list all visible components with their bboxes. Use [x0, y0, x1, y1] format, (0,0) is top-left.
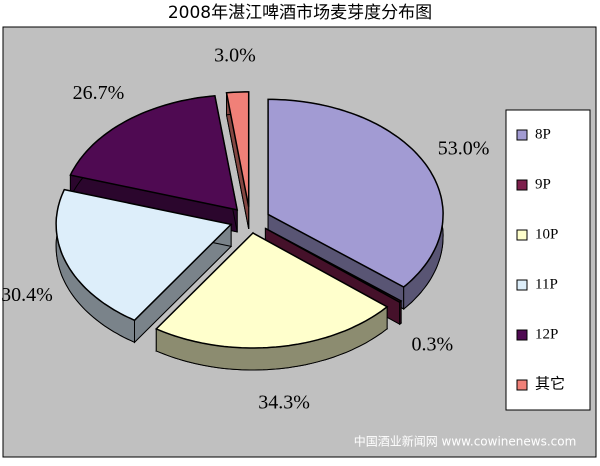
data-label: 0.3% [412, 334, 454, 356]
data-label: 34.3% [258, 391, 310, 413]
legend-swatch [516, 279, 528, 291]
legend-swatch [516, 229, 528, 241]
legend-label: 11P [535, 276, 558, 292]
watermark: 中国酒业新闻网 www.cowinenews.com [354, 434, 577, 449]
slice [55, 188, 233, 322]
slice [154, 232, 389, 349]
legend [505, 109, 591, 411]
slice [267, 98, 444, 288]
data-label: 3.0% [214, 44, 256, 66]
chart-title: 2008年湛江啤酒市场麦芽度分布图 [168, 3, 432, 23]
legend-label: 10P [535, 226, 558, 242]
data-label: 26.7% [73, 82, 125, 104]
legend-swatch [516, 179, 528, 191]
slice [265, 227, 403, 304]
legend-items: 8P 9P 10P 11P 12P 其它 [516, 126, 565, 392]
data-label: 53.0% [438, 137, 490, 159]
slice [225, 91, 250, 208]
legend-label: 12P [535, 326, 558, 342]
legend-swatch [516, 129, 528, 141]
legend-label: 8P [535, 126, 551, 142]
legend-label: 其它 [535, 374, 565, 392]
legend-label: 9P [535, 176, 551, 192]
slice-edge [399, 299, 402, 326]
legend-swatch [516, 379, 528, 391]
pie: 53.0% 0.3% 34.3% 30.4% 26.7% 3.0% [1, 44, 489, 413]
data-label: 30.4% [1, 284, 53, 306]
slice [69, 94, 239, 211]
legend-swatch [516, 329, 528, 341]
